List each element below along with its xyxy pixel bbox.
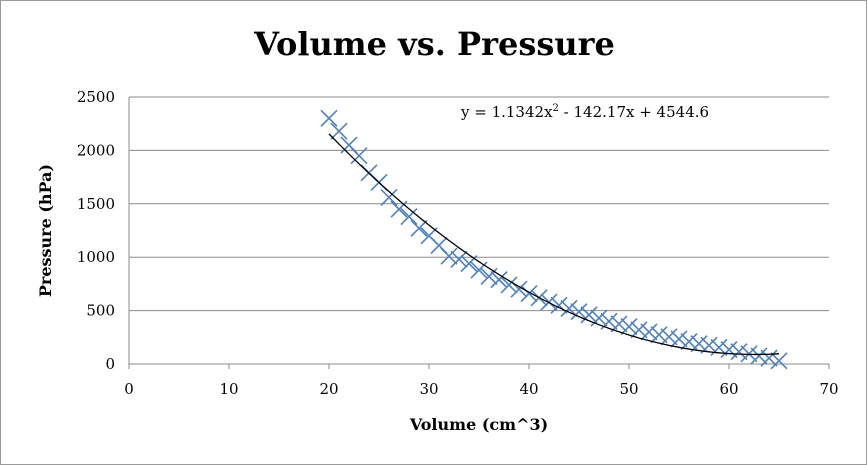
data-point bbox=[350, 147, 368, 165]
data-point bbox=[660, 328, 678, 346]
data-point bbox=[650, 326, 668, 344]
y-tick-label: 1500 bbox=[77, 195, 115, 213]
data-point bbox=[440, 247, 458, 265]
x-tick-label: 70 bbox=[819, 380, 838, 398]
x-tick-label: 60 bbox=[719, 380, 738, 398]
trendline-equation: y = 1.1342x2 - 142.17x + 4544.6 bbox=[460, 103, 709, 121]
data-point bbox=[670, 330, 688, 348]
chart-title: Volume vs. Pressure bbox=[254, 25, 615, 63]
equation-base: y = 1.1342x bbox=[460, 103, 553, 121]
data-point bbox=[630, 321, 648, 339]
x-tick-label: 20 bbox=[319, 380, 338, 398]
data-point bbox=[470, 261, 488, 279]
trendline bbox=[328, 133, 780, 356]
x-tick-label: 10 bbox=[219, 380, 238, 398]
data-point bbox=[640, 323, 658, 341]
data-point bbox=[620, 318, 638, 336]
data-point bbox=[390, 200, 408, 218]
y-tick-label: 2000 bbox=[77, 141, 115, 159]
x-tick-label: 40 bbox=[519, 380, 538, 398]
y-tick-label: 2500 bbox=[77, 88, 115, 106]
equation-tail: - 142.17x + 4544.6 bbox=[559, 103, 709, 121]
data-point bbox=[450, 250, 468, 268]
data-point bbox=[570, 303, 588, 321]
x-tick-label: 30 bbox=[419, 380, 438, 398]
data-point bbox=[380, 188, 398, 206]
data-point bbox=[490, 271, 508, 289]
x-tick-label: 0 bbox=[124, 380, 134, 398]
data-point bbox=[770, 352, 788, 370]
data-point bbox=[680, 333, 698, 351]
data-point bbox=[480, 267, 498, 285]
data-point bbox=[750, 347, 768, 365]
equation-superscript: 2 bbox=[553, 103, 559, 114]
data-point bbox=[320, 109, 338, 127]
data-point bbox=[400, 208, 418, 226]
y-tick-label: 0 bbox=[105, 355, 115, 373]
data-point bbox=[590, 309, 608, 327]
data-point bbox=[730, 343, 748, 361]
x-axis-title: Volume (cm^3) bbox=[409, 415, 548, 434]
y-tick-label: 500 bbox=[86, 302, 115, 320]
x-tick-label: 50 bbox=[619, 380, 638, 398]
data-point bbox=[580, 306, 598, 324]
data-point bbox=[560, 299, 578, 318]
data-point bbox=[330, 122, 348, 140]
data-point bbox=[760, 349, 778, 367]
y-axis-title: Pressure (hPa) bbox=[36, 164, 55, 297]
data-point bbox=[410, 219, 428, 237]
data-point bbox=[720, 341, 738, 359]
data-point bbox=[520, 284, 538, 303]
data-point bbox=[500, 276, 518, 294]
y-tick-label: 1000 bbox=[77, 248, 115, 266]
data-point bbox=[610, 315, 628, 333]
